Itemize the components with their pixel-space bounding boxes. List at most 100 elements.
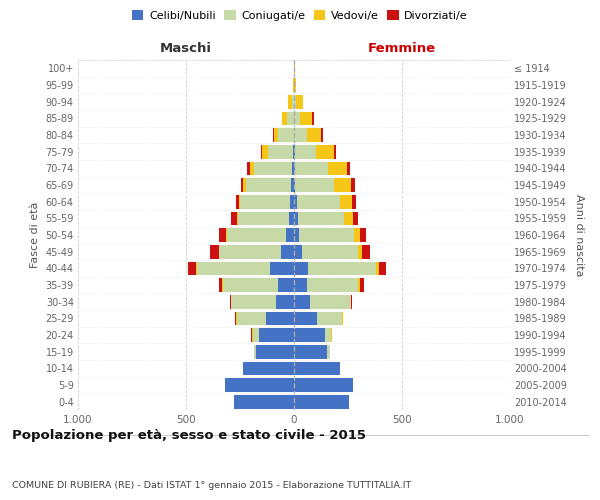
Bar: [376, 262, 379, 275]
Bar: [295, 128, 307, 142]
Bar: [296, 195, 340, 208]
Bar: [294, 312, 317, 325]
Bar: [294, 195, 296, 208]
Bar: [283, 112, 287, 125]
Bar: [347, 162, 350, 175]
Bar: [251, 328, 252, 342]
Bar: [294, 245, 302, 258]
Bar: [294, 145, 295, 158]
Bar: [232, 295, 275, 308]
Bar: [275, 295, 294, 308]
Bar: [353, 212, 358, 225]
Bar: [286, 228, 294, 242]
Bar: [344, 212, 353, 225]
Bar: [313, 112, 314, 125]
Bar: [230, 295, 231, 308]
Bar: [354, 228, 360, 242]
Bar: [298, 212, 344, 225]
Bar: [233, 395, 294, 408]
Bar: [340, 195, 352, 208]
Bar: [293, 145, 294, 158]
Bar: [294, 162, 295, 175]
Bar: [219, 228, 226, 242]
Bar: [292, 178, 294, 192]
Bar: [226, 228, 227, 242]
Bar: [334, 145, 337, 158]
Bar: [287, 112, 293, 125]
Bar: [301, 112, 313, 125]
Bar: [254, 345, 256, 358]
Bar: [295, 162, 328, 175]
Bar: [196, 262, 197, 275]
Text: Maschi: Maschi: [160, 42, 212, 55]
Bar: [236, 212, 238, 225]
Bar: [294, 345, 328, 358]
Legend: Celibi/Nubili, Coniugati/e, Vedovi/e, Divorziati/e: Celibi/Nubili, Coniugati/e, Vedovi/e, Di…: [130, 8, 470, 23]
Bar: [294, 362, 340, 375]
Bar: [295, 145, 316, 158]
Bar: [247, 162, 250, 175]
Bar: [268, 145, 293, 158]
Bar: [352, 195, 356, 208]
Bar: [231, 212, 236, 225]
Bar: [254, 162, 292, 175]
Bar: [219, 278, 222, 292]
Bar: [294, 262, 308, 275]
Bar: [241, 195, 290, 208]
Bar: [244, 178, 246, 192]
Bar: [256, 345, 294, 358]
Bar: [235, 312, 236, 325]
Bar: [246, 178, 292, 192]
Text: Femmine: Femmine: [368, 42, 436, 55]
Bar: [250, 162, 254, 175]
Bar: [328, 345, 329, 358]
Bar: [294, 378, 353, 392]
Bar: [227, 228, 286, 242]
Bar: [351, 295, 352, 308]
Bar: [197, 262, 270, 275]
Bar: [299, 228, 354, 242]
Bar: [238, 212, 289, 225]
Bar: [225, 378, 294, 392]
Bar: [295, 112, 301, 125]
Bar: [334, 178, 352, 192]
Bar: [307, 278, 358, 292]
Bar: [262, 145, 268, 158]
Bar: [294, 178, 295, 192]
Bar: [358, 278, 359, 292]
Bar: [359, 278, 364, 292]
Bar: [188, 262, 196, 275]
Bar: [294, 212, 298, 225]
Y-axis label: Anni di nascita: Anni di nascita: [574, 194, 584, 276]
Bar: [292, 95, 294, 108]
Bar: [379, 262, 386, 275]
Bar: [259, 328, 294, 342]
Bar: [288, 95, 292, 108]
Bar: [278, 128, 293, 142]
Text: Popolazione per età, sesso e stato civile - 2015: Popolazione per età, sesso e stato civil…: [12, 430, 366, 442]
Bar: [261, 145, 262, 158]
Bar: [310, 295, 350, 308]
Bar: [270, 262, 294, 275]
Bar: [292, 162, 294, 175]
Bar: [241, 178, 244, 192]
Bar: [239, 195, 241, 208]
Bar: [294, 95, 296, 108]
Bar: [296, 95, 302, 108]
Text: COMUNE DI RUBIERA (RE) - Dati ISTAT 1° gennaio 2015 - Elaborazione TUTTITALIA.IT: COMUNE DI RUBIERA (RE) - Dati ISTAT 1° g…: [12, 481, 411, 490]
Bar: [308, 262, 376, 275]
Y-axis label: Fasce di età: Fasce di età: [30, 202, 40, 268]
Bar: [295, 178, 334, 192]
Bar: [273, 128, 274, 142]
Bar: [317, 312, 342, 325]
Bar: [328, 162, 347, 175]
Bar: [243, 362, 294, 375]
Bar: [274, 128, 278, 142]
Bar: [289, 212, 294, 225]
Bar: [316, 145, 334, 158]
Bar: [220, 245, 281, 258]
Bar: [360, 228, 367, 242]
Bar: [218, 245, 220, 258]
Bar: [209, 245, 218, 258]
Bar: [295, 78, 296, 92]
